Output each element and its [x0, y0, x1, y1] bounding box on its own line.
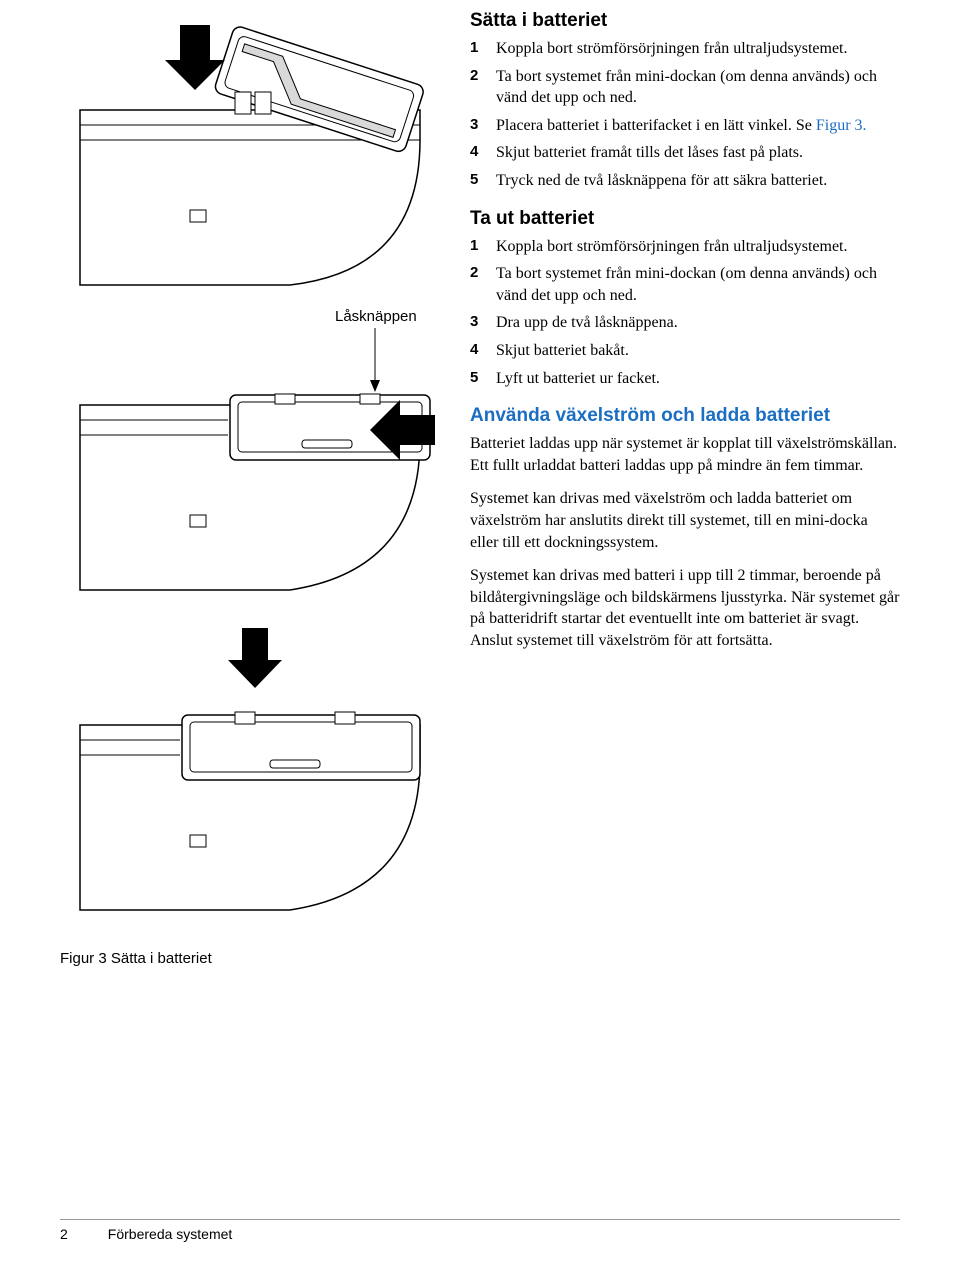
step-text: Koppla bort strömförsörjningen från ultr…	[496, 236, 847, 258]
step-text: Ta bort systemet från mini-dockan (om de…	[496, 263, 900, 306]
step-number: 5	[470, 368, 484, 390]
step-number: 2	[470, 66, 484, 109]
heading-ac-charge: Använda växelström och ladda batteriet	[470, 405, 900, 427]
diagram-step-3	[60, 620, 440, 920]
step-text: Lyft ut batteriet ur facket.	[496, 368, 660, 390]
chapter-title: Förbereda systemet	[108, 1226, 233, 1242]
step-number: 4	[470, 142, 484, 164]
paragraph: Systemet kan drivas med växelström och l…	[470, 488, 900, 553]
step-text: Ta bort systemet från mini-dockan (om de…	[496, 66, 900, 109]
step-text: Koppla bort strömförsörjningen från ultr…	[496, 38, 847, 60]
diagram-step-1	[60, 10, 440, 290]
step-text: Tryck ned de två låsknäppena för att säk…	[496, 170, 827, 192]
step-text: Dra upp de två låsknäppena.	[496, 312, 678, 334]
step-number: 1	[470, 38, 484, 60]
step-text: Skjut batteriet bakåt.	[496, 340, 629, 362]
figure-column: Låsknäppen	[60, 10, 440, 967]
heading-remove-battery: Ta ut batteriet	[470, 208, 900, 230]
step-number: 1	[470, 236, 484, 258]
paragraph: Systemet kan drivas med batteri i upp ti…	[470, 565, 900, 651]
step-number: 4	[470, 340, 484, 362]
figure-link[interactable]: Figur 3.	[816, 117, 867, 134]
step-text: Skjut batteriet framåt tills det låses f…	[496, 142, 803, 164]
text-column: Sätta i batteriet 1 Koppla bort strömförs…	[470, 10, 900, 967]
diagram-step-2: Låsknäppen	[60, 310, 440, 600]
page-footer: 2 Förbereda systemet	[60, 1219, 900, 1242]
step-number: 5	[470, 170, 484, 192]
steps-remove-battery: 1 Koppla bort strömförsörjningen från ult…	[470, 236, 900, 390]
callout-lock-clip: Låsknäppen	[335, 308, 417, 325]
figure-caption: Figur 3 Sätta i batteriet	[60, 950, 212, 967]
paragraph: Batteriet laddas upp när systemet är kop…	[470, 433, 900, 476]
step-number: 3	[470, 312, 484, 334]
heading-insert-battery: Sätta i batteriet	[470, 10, 900, 32]
steps-insert-battery: 1 Koppla bort strömförsörjningen från ult…	[470, 38, 900, 192]
page-number: 2	[60, 1226, 68, 1242]
step-number: 3	[470, 115, 484, 137]
step-text: Placera batteriet i batterifacket i en l…	[496, 115, 867, 137]
step-number: 2	[470, 263, 484, 306]
